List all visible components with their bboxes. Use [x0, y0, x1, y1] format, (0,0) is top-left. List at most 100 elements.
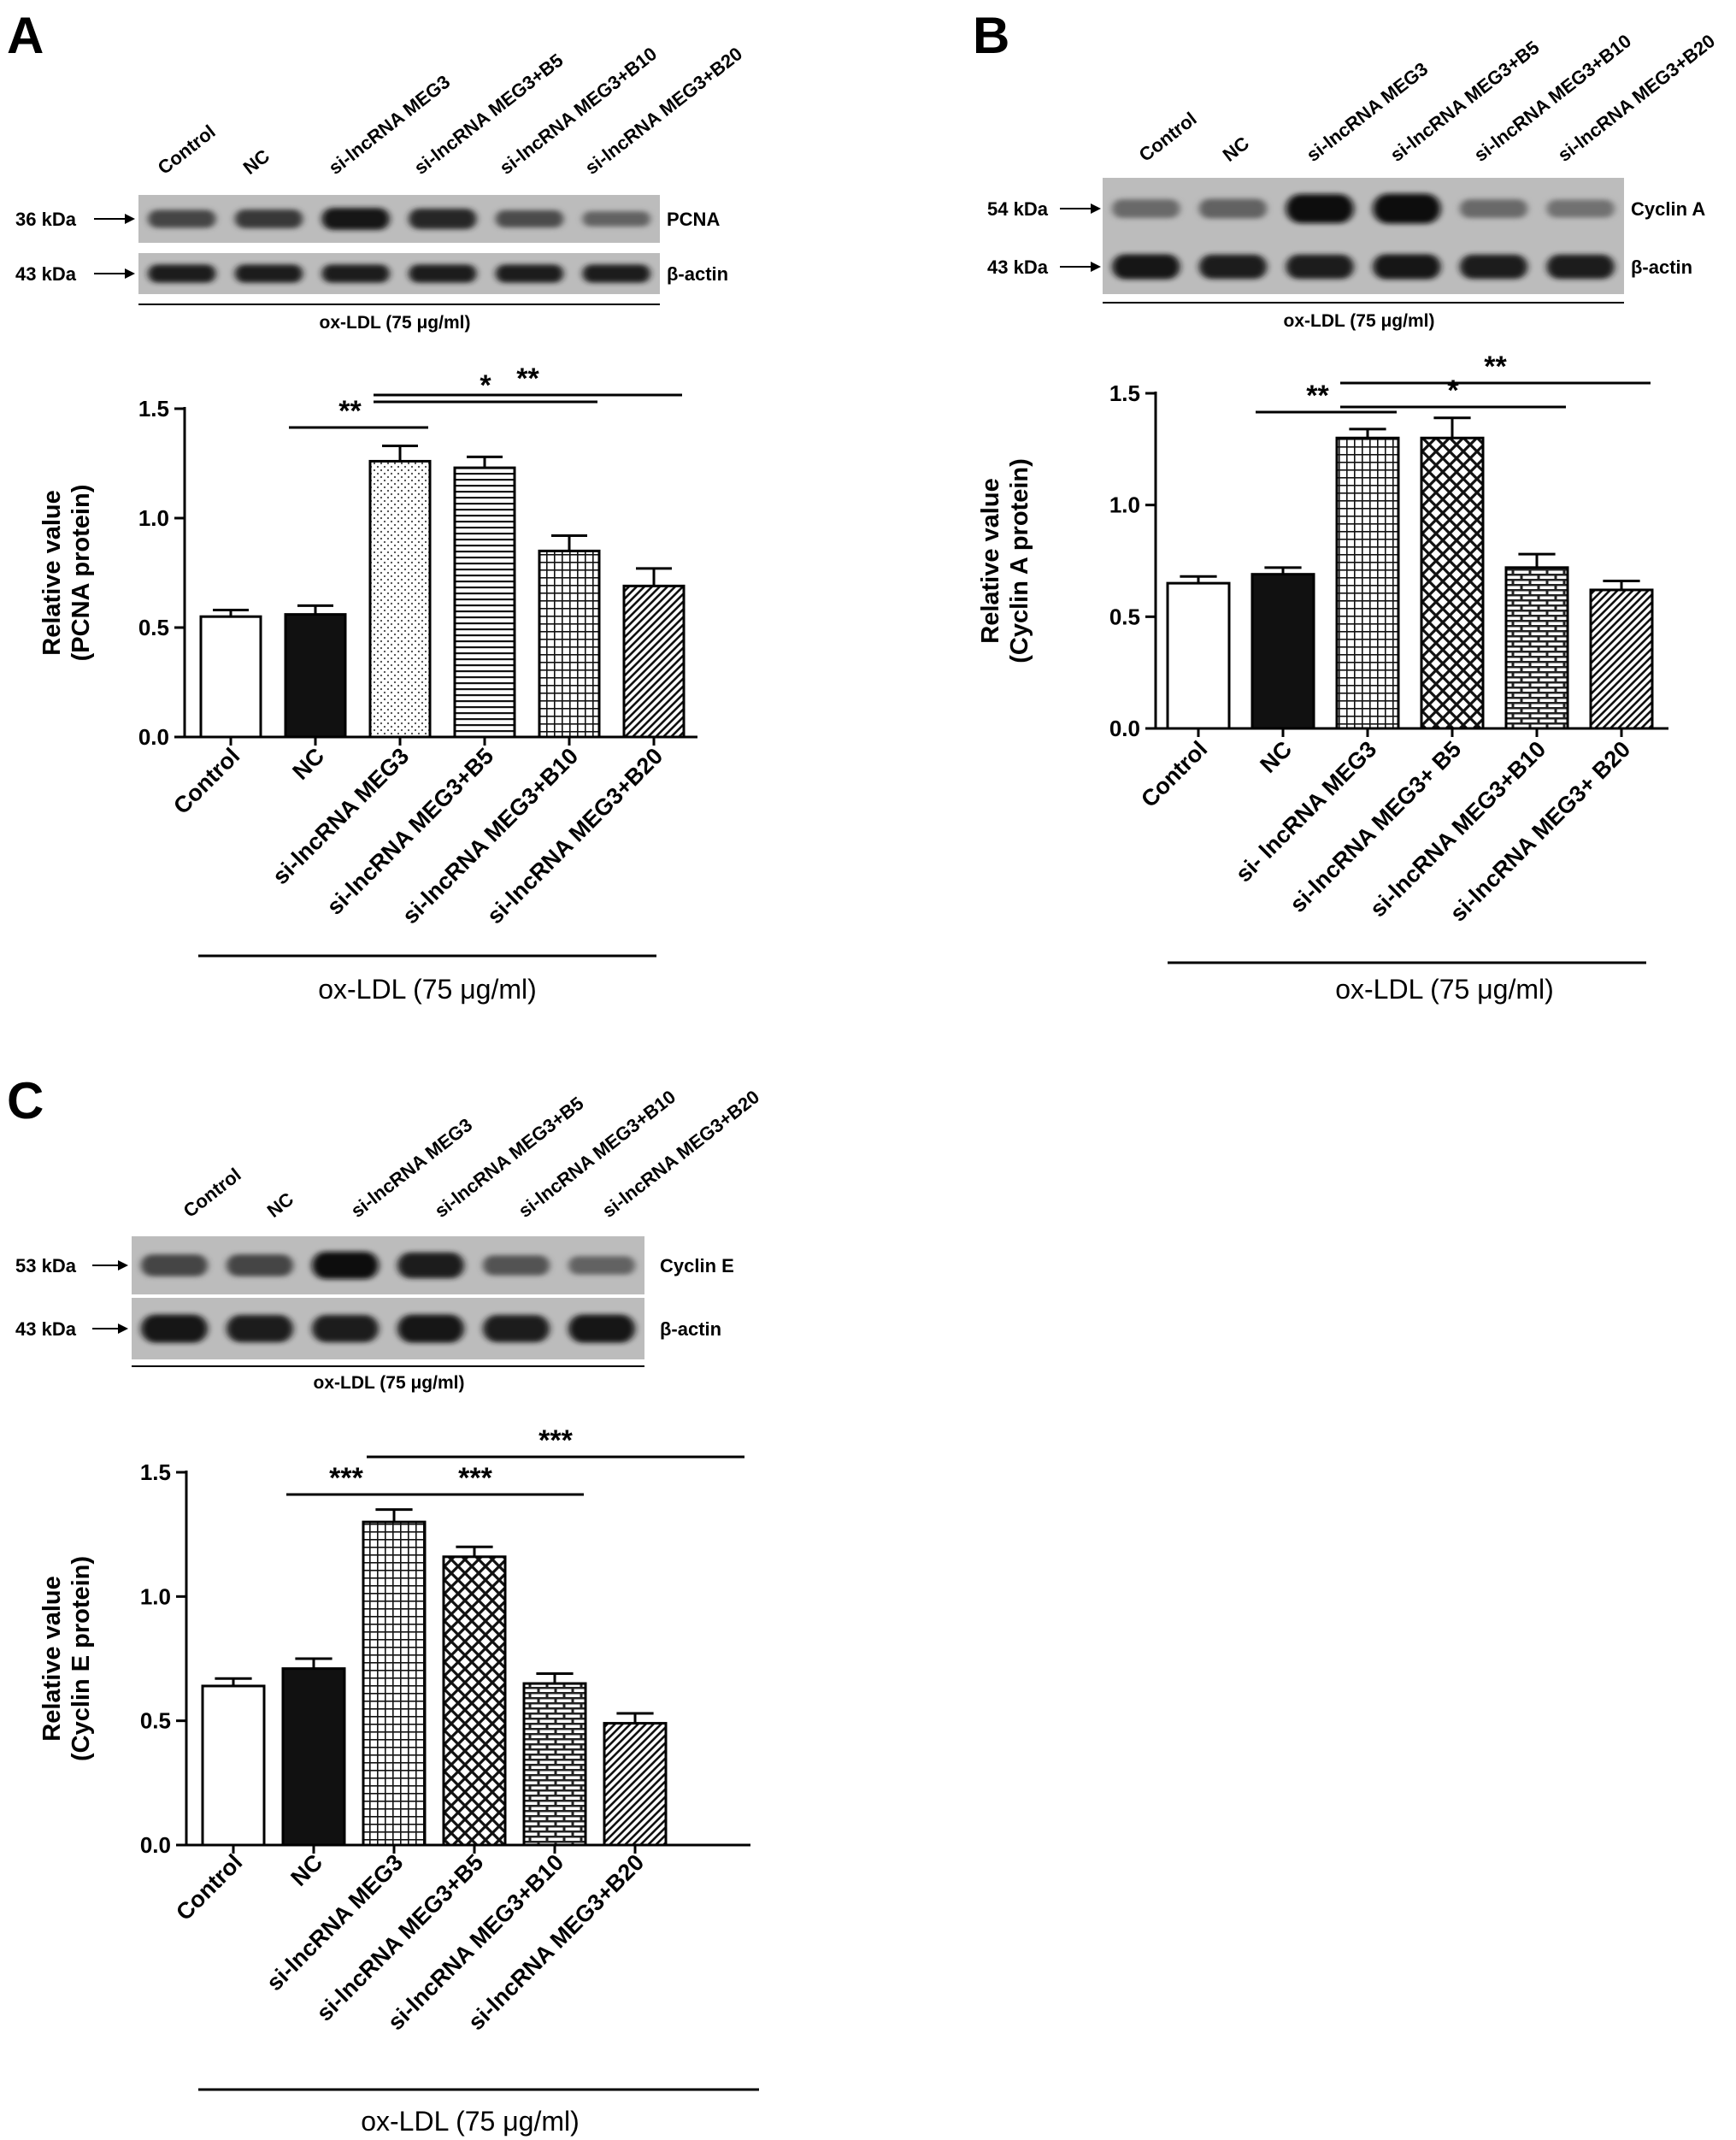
blot-band — [582, 264, 650, 283]
y-tick-label: 0.0 — [1109, 716, 1140, 741]
kda-label: 43 kDa — [987, 256, 1049, 278]
bar — [1589, 588, 1654, 730]
category-label: si- lncRNA MEG3 — [1231, 736, 1381, 887]
bar — [199, 615, 262, 739]
blot-band — [483, 1315, 550, 1342]
blot-treatment-label: ox-LDL (75 μg/ml) — [320, 313, 471, 333]
blot-lane-label: Control — [154, 121, 220, 179]
bar — [281, 1667, 346, 1847]
panel-C: C Control NC si-lncRNA MEG3 si-lncRNA MEG3+B… — [7, 1072, 763, 2137]
arrowhead-icon — [125, 268, 135, 279]
blot-band — [234, 209, 303, 229]
category-label: si-lncRNA MEG3+B10 — [1365, 736, 1551, 922]
bar — [368, 459, 432, 739]
category-label: si-lncRNA MEG3 — [262, 1849, 408, 1996]
treatment-label: ox-LDL (75 μg/ml) — [318, 974, 537, 1005]
significance-stars: ** — [1306, 380, 1329, 412]
y-tick-label: 0.0 — [138, 724, 169, 750]
blot-band — [397, 1252, 464, 1279]
category-label: si-lncRNA MEG3+B10 — [397, 743, 583, 929]
panel-letter: C — [7, 1072, 44, 1129]
category-label: si-lncRNA MEG3+B5 — [322, 743, 499, 920]
blot-band — [495, 209, 564, 228]
treatment-label: ox-LDL (75 μg/ml) — [1335, 974, 1554, 1005]
blot-lane-label: si-lncRNA MEG3+B10 — [515, 1086, 680, 1222]
y-axis-label: Relative value — [38, 1576, 66, 1741]
blot-band — [568, 1314, 635, 1343]
y-axis-label-2: (Cyclin E protein) — [68, 1556, 95, 1761]
category-label: Control — [171, 1849, 247, 1925]
blot-lane-label: NC — [263, 1188, 298, 1222]
significance-bracket: * — [374, 369, 597, 404]
blot-band — [397, 1314, 464, 1343]
blot-lane-label: NC — [239, 145, 274, 179]
y-tick-label: 1.5 — [138, 396, 169, 422]
y-tick-label: 1.5 — [140, 1459, 171, 1485]
blot-band — [483, 1255, 550, 1276]
y-axis-label: Relative value — [977, 478, 1004, 643]
protein-label: PCNA — [667, 209, 720, 230]
significance-stars: ** — [516, 363, 539, 395]
blot-row: 43 kDa β-actin — [987, 239, 1692, 294]
blot-lane-label: si-lncRNA MEG3+B10 — [496, 43, 661, 179]
blot-row: 43 kDa β-actin — [15, 1298, 721, 1359]
blot-band — [568, 1256, 635, 1275]
blot-membrane — [1103, 239, 1624, 294]
arrowhead-icon — [1091, 203, 1101, 214]
category-label: NC — [287, 743, 329, 785]
bar-chart: 0.0 0.5 1.0 1.5 Relative value (Cyclin E prot… — [38, 1424, 759, 2137]
bar-chart: 0.0 0.5 1.0 1.5 Relative value (Cyclin A prot… — [977, 351, 1668, 1005]
blot-band — [495, 264, 564, 283]
significance-bracket: * — [1340, 374, 1566, 409]
kda-label: 43 kDa — [15, 263, 77, 285]
bar — [1335, 436, 1400, 730]
y-tick-label: 0.5 — [138, 615, 169, 640]
blot-row: 53 kDa Cyclin E — [15, 1236, 734, 1294]
blot-band — [312, 1315, 379, 1342]
blot-band — [141, 1314, 208, 1343]
bar — [1420, 436, 1485, 730]
blot-band — [234, 264, 303, 283]
blot-band — [582, 211, 650, 227]
blot-band — [1198, 254, 1268, 280]
significance-stars: * — [480, 369, 491, 402]
blot-lane-label: si-lncRNA MEG3+B5 — [431, 1093, 588, 1222]
blot-band — [1286, 194, 1354, 223]
blot-lane-label: NC — [1219, 133, 1254, 166]
blot-band — [409, 264, 477, 283]
panel-letter: B — [973, 7, 1009, 64]
blot-lane-label: si-lncRNA MEG3+B5 — [410, 50, 568, 179]
arrowhead-icon — [125, 214, 135, 224]
blot-lane-label: si-lncRNA MEG3+B5 — [1386, 37, 1544, 166]
arrowhead-icon — [118, 1260, 128, 1270]
blot-band — [409, 208, 477, 230]
blot-band — [1373, 254, 1441, 280]
significance-stars: * — [1447, 374, 1459, 407]
kda-label: 53 kDa — [15, 1255, 77, 1276]
blot-row: 36 kDa PCNA — [15, 195, 720, 243]
blot-band — [321, 208, 390, 230]
kda-label: 43 kDa — [15, 1318, 77, 1340]
bar — [442, 1555, 507, 1847]
bar — [1251, 573, 1315, 730]
category-label: NC — [1255, 736, 1297, 778]
arrowhead-icon — [118, 1323, 128, 1334]
significance-bracket: *** — [367, 1462, 584, 1496]
category-label: si-lncRNA MEG3+ B5 — [1285, 736, 1466, 917]
arrowhead-icon — [1091, 262, 1101, 272]
blot-row: 54 kDa Cyclin A — [987, 178, 1705, 239]
blot-membrane — [138, 195, 660, 243]
significance-stars: *** — [538, 1424, 573, 1457]
blot-band — [1459, 199, 1528, 218]
category-label: Control — [1136, 736, 1212, 812]
bar — [1166, 581, 1231, 730]
significance-stars: ** — [338, 395, 362, 427]
blot-lane-label: si-lncRNA MEG3+B20 — [1554, 30, 1719, 166]
bar — [622, 584, 686, 739]
blot-band — [227, 1315, 293, 1342]
